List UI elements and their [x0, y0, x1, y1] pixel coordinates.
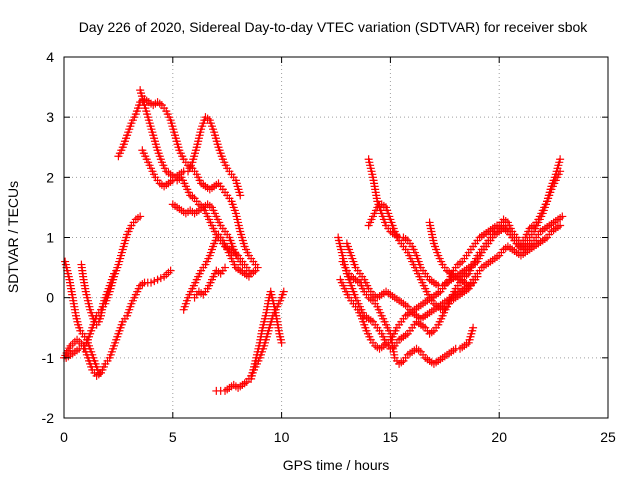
x-tick-label: 10 — [274, 429, 290, 445]
data-point — [95, 368, 104, 377]
data-point — [556, 221, 565, 230]
axis-ticks: 0 5 10 15 20 25 -2 -1 0 1 2 3 4 — [42, 49, 616, 445]
y-tick-label: -2 — [42, 410, 55, 426]
chart-title: Day 226 of 2020, Sidereal Day-to-day VTE… — [79, 19, 589, 35]
data-point — [68, 339, 77, 348]
data-point — [427, 328, 436, 337]
x-tick-label: 25 — [600, 429, 616, 445]
data-point — [501, 216, 510, 225]
data-point — [397, 358, 406, 367]
y-tick-label: -1 — [42, 350, 55, 366]
data-point — [414, 346, 423, 355]
data-point — [166, 266, 175, 275]
data-point — [469, 278, 478, 287]
data-points — [60, 86, 567, 395]
data-point — [279, 287, 288, 296]
data-point — [138, 280, 147, 289]
data-point — [473, 272, 482, 281]
y-tick-label: 0 — [46, 290, 54, 306]
x-axis-label: GPS time / hours — [283, 457, 390, 473]
data-point — [155, 99, 164, 108]
data-point — [162, 270, 171, 279]
data-point — [556, 167, 565, 176]
data-point — [75, 337, 84, 346]
data-point — [277, 338, 286, 347]
data-point — [133, 213, 142, 222]
data-point — [456, 259, 465, 268]
data-point — [73, 335, 82, 344]
y-axis-label: SDTVAR / TECUs — [5, 181, 21, 293]
data-point — [236, 191, 245, 200]
data-point — [238, 260, 247, 269]
y-tick-label: 2 — [46, 169, 54, 185]
x-tick-label: 5 — [169, 429, 177, 445]
data-point — [527, 222, 536, 231]
y-tick-label: 1 — [46, 230, 54, 246]
data-point — [244, 272, 253, 281]
y-tick-label: 3 — [46, 109, 54, 125]
data-point — [401, 235, 410, 244]
data-point — [188, 192, 197, 201]
data-point — [214, 268, 223, 277]
data-point — [556, 155, 565, 164]
y-tick-label: 4 — [46, 49, 54, 65]
x-tick-label: 15 — [383, 429, 399, 445]
data-point — [186, 162, 195, 171]
x-tick-label: 20 — [491, 429, 507, 445]
data-point — [136, 212, 145, 221]
data-point — [558, 212, 567, 221]
x-tick-label: 0 — [60, 429, 68, 445]
data-point — [110, 269, 119, 278]
data-point — [221, 263, 230, 272]
data-point — [94, 370, 103, 379]
data-point — [197, 289, 206, 298]
data-point — [205, 201, 214, 210]
data-point — [164, 268, 173, 277]
data-point — [251, 266, 260, 275]
data-point — [469, 323, 478, 332]
